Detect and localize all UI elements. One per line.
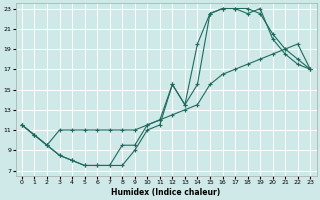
X-axis label: Humidex (Indice chaleur): Humidex (Indice chaleur) (111, 188, 221, 197)
